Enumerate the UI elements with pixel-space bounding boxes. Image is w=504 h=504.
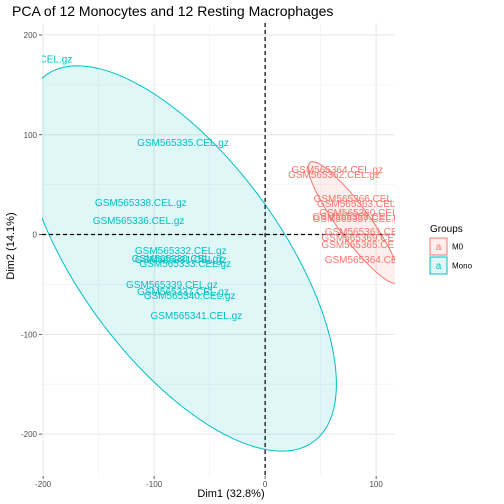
plot-layer: GSM565334.CEL.gz GSM565335.CEL.gz GSM56533…	[0, 23, 417, 476]
point-label: GSM565333.CEL.gz	[139, 259, 231, 270]
y-tick-label: 200	[24, 31, 38, 40]
point-label: GSM565364.CEL	[325, 255, 404, 266]
legend-title: Groups	[430, 224, 463, 235]
chart-title: PCA of 12 Monocytes and 12 Resting Macro…	[12, 3, 333, 19]
point-label: GSM565341.CEL.gz	[150, 311, 242, 322]
confidence-ellipse-mono	[42, 65, 337, 452]
point-label: GSM565362.CEL.gz	[288, 170, 380, 181]
confidence-ellipse-m0	[307, 161, 395, 284]
y-tick-label: 0	[33, 231, 38, 240]
axes: -200 -100 0 100 -200 -100 0 100 200	[21, 31, 383, 489]
point-label: GSM565334.CEL.gz	[0, 54, 72, 65]
y-tick-label: -100	[21, 330, 38, 339]
point-label: GSM565358.CEL.gz	[313, 212, 405, 223]
point-label: GSM565357.CEL.gz	[313, 214, 405, 225]
point-label: GSM565366.CEL.gz	[314, 194, 406, 205]
point-label: GSM565331.CEL.gz	[135, 255, 227, 266]
x-axis-title: Dim1 (32.8%)	[197, 488, 264, 500]
point-label: GSM565363.CEL.gz	[317, 199, 409, 210]
legend-key	[429, 256, 448, 275]
y-axis-title: Dim2 (14.1%)	[5, 212, 17, 279]
y-tick-label: -200	[21, 430, 38, 439]
legend-entry-mono: a Mono	[429, 256, 473, 275]
point-label: GSM565337.CEL.gz	[137, 287, 229, 298]
legend-label: Mono	[452, 262, 473, 271]
point-label: GSM565332.CEL.gz	[135, 246, 227, 257]
x-tick-label: -200	[35, 480, 52, 489]
point-label: GSM565364.CEL.gz	[291, 165, 383, 176]
legend-key-glyph: a	[436, 261, 442, 272]
y-tick-label: 100	[24, 131, 38, 140]
point-label: GSM565338.CEL.gz	[95, 198, 187, 209]
point-label: GSM565336.CEL.gz	[93, 216, 185, 227]
point-label: GSM565365.CEL.gz	[321, 240, 413, 251]
point-label: GSM565335.CEL.gz	[137, 138, 229, 149]
plot-panel: GSM565334.CEL.gz GSM565335.CEL.gz GSM56533…	[0, 23, 417, 476]
point-label: GSM565369.CEL.gz	[321, 233, 413, 244]
legend-key	[429, 237, 448, 256]
point-label: GSM565330.CEL.gz	[132, 254, 224, 265]
legend-label: M0	[452, 243, 464, 252]
point-label: GSM565340.CEL.gz	[144, 291, 236, 302]
x-tick-label: -100	[146, 480, 163, 489]
point-label: GSM565360.CEL.gz	[319, 208, 411, 219]
x-tick-label: 0	[263, 480, 268, 489]
legend-entry-m0: a M0	[429, 237, 464, 256]
legend-key-glyph: a	[436, 242, 442, 253]
point-label: GSM565361.CEL.gz	[325, 227, 417, 238]
legend: Groups a M0 a Mono	[429, 224, 473, 275]
point-label: GSM565339.CEL.gz	[126, 280, 218, 291]
x-tick-label: 100	[369, 480, 383, 489]
